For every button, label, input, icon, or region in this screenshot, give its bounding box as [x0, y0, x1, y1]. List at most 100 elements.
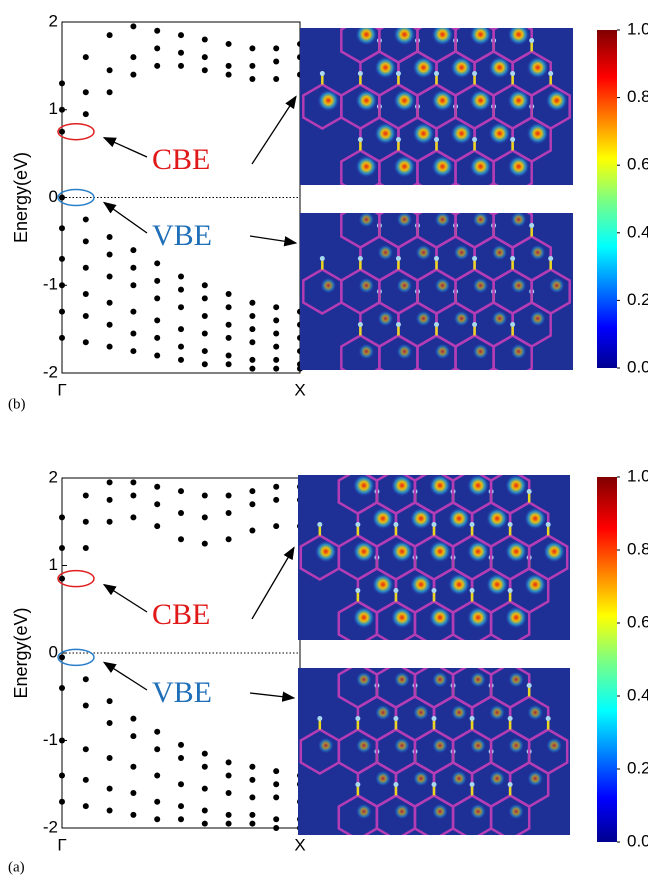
density-blob [355, 28, 378, 46]
density-blob [451, 704, 468, 721]
density-blob [320, 277, 337, 294]
atom [548, 256, 554, 261]
density-blob [526, 56, 549, 79]
density-blob [508, 803, 525, 820]
band-point [130, 733, 137, 740]
atom [510, 5, 515, 10]
density-blob [358, 213, 375, 228]
band-point [154, 523, 161, 530]
band-point [178, 488, 184, 495]
density-blob [448, 573, 471, 596]
band-point [273, 523, 280, 530]
band-point [249, 501, 256, 508]
density-blob [358, 343, 375, 360]
band-point [106, 479, 113, 486]
band-point [225, 536, 232, 543]
hexagon [527, 728, 569, 775]
density-blob [505, 475, 528, 497]
band-point [273, 768, 280, 775]
band-point [82, 54, 89, 61]
band-point [59, 334, 65, 341]
density-blob [434, 343, 451, 360]
band-point [130, 247, 137, 254]
atom [393, 716, 399, 721]
density-blob [409, 507, 432, 530]
band-point [106, 233, 113, 240]
band-point [106, 67, 113, 74]
band-point [106, 807, 113, 814]
band-point [273, 496, 280, 503]
band-point [106, 496, 113, 503]
band-point [59, 194, 65, 201]
band-point [130, 811, 137, 818]
band-point [178, 286, 184, 293]
atom [395, 137, 401, 142]
band-point [130, 492, 137, 499]
y-tick-label: 1 [49, 99, 58, 118]
band-point [59, 282, 65, 289]
atom [472, 5, 477, 10]
density-blob [508, 671, 525, 688]
band-point [106, 785, 113, 792]
atom [510, 137, 516, 142]
band-point [154, 45, 161, 52]
band-point [201, 785, 208, 792]
lattice [299, 475, 569, 640]
band-point [201, 492, 208, 499]
band-point [82, 545, 89, 551]
density-blob [355, 671, 372, 688]
atom [355, 782, 361, 787]
atom [393, 522, 399, 527]
atom [432, 650, 437, 655]
band-point [201, 282, 208, 289]
atom [434, 71, 439, 76]
band-point [82, 702, 89, 709]
band-point [201, 807, 208, 814]
density-blob [491, 310, 508, 327]
hexagon [489, 600, 531, 640]
band-point [273, 781, 280, 788]
band-point [59, 80, 65, 87]
band-point [273, 58, 280, 65]
density-blob [431, 28, 454, 46]
band-point [106, 720, 113, 726]
band-point [59, 654, 65, 661]
band-point [59, 772, 65, 779]
band-point [249, 820, 256, 827]
band-point [201, 750, 208, 757]
cbe-label: CBE [152, 598, 210, 631]
density-blob [450, 56, 473, 79]
atom [434, 322, 439, 327]
atom [431, 782, 437, 787]
atom [507, 782, 513, 787]
colorbar [597, 477, 617, 842]
density-blob [486, 507, 509, 530]
density-blob [453, 244, 470, 261]
atom [434, 256, 439, 261]
density-blob [317, 89, 340, 112]
band-point [178, 304, 184, 311]
density-blob [393, 671, 410, 688]
atom [395, 256, 401, 261]
atom [510, 190, 515, 195]
density-blob [409, 573, 432, 596]
atom [357, 256, 363, 261]
band-point [225, 759, 232, 766]
hexagon [489, 794, 531, 835]
hexagon [530, 268, 571, 315]
density-blob [355, 803, 372, 820]
atom [470, 650, 475, 655]
band-point [225, 304, 232, 311]
density-blob [412, 56, 435, 79]
atom [434, 5, 439, 10]
band-point [82, 291, 89, 298]
panel-label: (a) [8, 859, 25, 875]
atom [431, 588, 437, 593]
band-point [178, 803, 184, 810]
band-point [154, 798, 161, 805]
band-point [130, 71, 137, 78]
density-blob [448, 507, 471, 530]
band-point [130, 330, 137, 337]
density-blob [527, 704, 544, 721]
x-tick-label: Γ [57, 835, 66, 854]
